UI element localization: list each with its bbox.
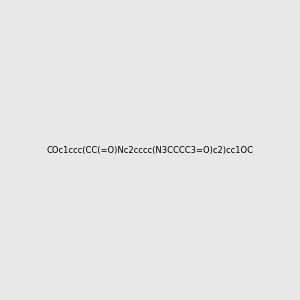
Text: COc1ccc(CC(=O)Nc2cccc(N3CCCC3=O)c2)cc1OC: COc1ccc(CC(=O)Nc2cccc(N3CCCC3=O)c2)cc1OC xyxy=(46,146,253,154)
